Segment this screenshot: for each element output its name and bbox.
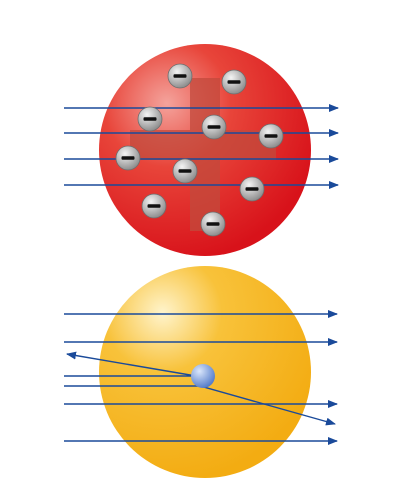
electron — [258, 123, 284, 149]
positive-cross-horizontal — [130, 130, 276, 160]
minus-sign-icon — [143, 117, 157, 121]
electron — [115, 145, 141, 171]
electron — [172, 158, 198, 184]
positive-charge-cross — [130, 78, 276, 231]
electron — [200, 211, 226, 237]
minus-sign-icon — [227, 80, 241, 84]
minus-sign-icon — [121, 156, 135, 160]
electron — [221, 69, 247, 95]
nucleus — [191, 364, 215, 388]
minus-sign-icon — [173, 74, 187, 78]
electron — [167, 63, 193, 89]
electron — [201, 114, 227, 140]
thomson-atom-model — [64, 44, 339, 256]
rutherford-atom-model — [64, 266, 338, 478]
minus-sign-icon — [207, 125, 221, 129]
thomson-alpha-rays — [64, 104, 339, 189]
minus-sign-icon — [206, 222, 220, 226]
electron — [239, 176, 265, 202]
minus-sign-icon — [245, 187, 259, 191]
minus-sign-icon — [178, 169, 192, 173]
electron — [141, 193, 167, 219]
electrons — [115, 63, 284, 237]
minus-sign-icon — [264, 134, 278, 138]
electron — [137, 106, 163, 132]
minus-sign-icon — [147, 204, 161, 208]
